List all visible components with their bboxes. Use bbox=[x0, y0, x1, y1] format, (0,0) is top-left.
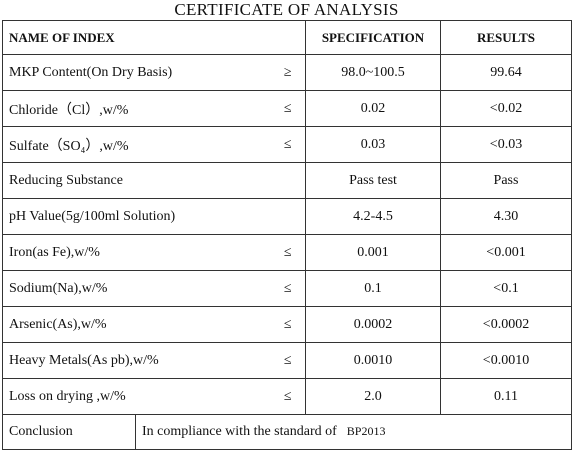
result: 0.11 bbox=[440, 378, 572, 415]
specification: 0.001 bbox=[305, 234, 441, 271]
result: Pass bbox=[440, 162, 572, 199]
specification: 0.0010 bbox=[305, 342, 441, 379]
result: <0.0002 bbox=[440, 306, 572, 343]
specification: 2.0 bbox=[305, 378, 441, 415]
comparator: ≤ bbox=[270, 234, 306, 271]
index-name: MKP Content(On Dry Basis) bbox=[2, 54, 271, 91]
index-name: Arsenic(As),w/% bbox=[2, 306, 271, 343]
data-row: Sulfate（SO₄）,w/% ≤0.03 <0.03 bbox=[2, 126, 572, 163]
index-name: Sodium(Na),w/% bbox=[2, 270, 271, 307]
index-name: Heavy Metals(As pb),w/% bbox=[2, 342, 271, 379]
analysis-table: NAME OF INDEX SPECIFICATION RESULTS MKP Con… bbox=[2, 20, 572, 450]
conclusion-row: Conclusion In compliance with the standar… bbox=[2, 414, 572, 450]
document-title: CERTIFICATE OF ANALYSIS bbox=[174, 0, 399, 19]
comparator: ≤ bbox=[270, 306, 306, 343]
result: 4.30 bbox=[440, 198, 572, 235]
comparator: ≤ bbox=[270, 126, 306, 163]
data-row: pH Value(5g/100ml Solution) 4.2-4.5 4.30 bbox=[2, 198, 572, 235]
comparator: ≥ bbox=[270, 54, 306, 91]
specification: 4.2-4.5 bbox=[305, 198, 441, 235]
data-row: MKP Content(On Dry Basis) ≥98.0~100.5 99.6… bbox=[2, 54, 572, 91]
header-row: NAME OF INDEX SPECIFICATION RESULTS bbox=[2, 20, 572, 55]
index-name: pH Value(5g/100ml Solution) bbox=[2, 198, 271, 235]
specification: Pass test bbox=[305, 162, 441, 199]
result: 99.64 bbox=[440, 54, 572, 91]
column-header: RESULTS bbox=[440, 20, 572, 55]
column-header: NAME OF INDEX bbox=[2, 20, 306, 55]
column-header: SPECIFICATION bbox=[305, 20, 441, 55]
specification: 0.03 bbox=[305, 126, 441, 163]
data-row: Sodium(Na),w/% ≤0.1 <0.1 bbox=[2, 270, 572, 307]
comparator: ≤ bbox=[270, 90, 306, 127]
index-name: Iron(as Fe),w/% bbox=[2, 234, 271, 271]
data-row: Reducing Substance Pass test Pass bbox=[2, 162, 572, 199]
comparator bbox=[270, 198, 306, 235]
result: <0.001 bbox=[440, 234, 572, 271]
conclusion-statement: In compliance with the standard of bbox=[142, 424, 337, 439]
data-row: Loss on drying ,w/% ≤2.0 0.11 bbox=[2, 378, 572, 415]
conclusion-text: In compliance with the standard of BP2013 bbox=[135, 414, 572, 450]
result: <0.02 bbox=[440, 90, 572, 127]
data-row: Chloride（Cl）,w/% ≤0.02 <0.02 bbox=[2, 90, 572, 127]
specification: 0.0002 bbox=[305, 306, 441, 343]
index-name: Chloride（Cl）,w/% bbox=[2, 90, 271, 127]
index-name: Reducing Substance bbox=[2, 162, 271, 199]
comparator: ≤ bbox=[270, 378, 306, 415]
specification: 0.1 bbox=[305, 270, 441, 307]
index-name: Sulfate（SO₄）,w/% bbox=[2, 126, 271, 163]
data-row: Iron(as Fe),w/% ≤0.001 <0.001 bbox=[2, 234, 572, 271]
result: <0.0010 bbox=[440, 342, 572, 379]
comparator: ≤ bbox=[270, 270, 306, 307]
comparator bbox=[270, 162, 306, 199]
standard: BP2013 bbox=[346, 424, 386, 438]
specification: 98.0~100.5 bbox=[305, 54, 441, 91]
index-name: Loss on drying ,w/% bbox=[2, 378, 271, 415]
result: <0.1 bbox=[440, 270, 572, 307]
data-row: Heavy Metals(As pb),w/% ≤0.0010 <0.0010 bbox=[2, 342, 572, 379]
comparator: ≤ bbox=[270, 342, 306, 379]
specification: 0.02 bbox=[305, 90, 441, 127]
result: <0.03 bbox=[440, 126, 572, 163]
data-row: Arsenic(As),w/% ≤0.0002 <0.0002 bbox=[2, 306, 572, 343]
conclusion-label: Conclusion bbox=[2, 414, 136, 450]
